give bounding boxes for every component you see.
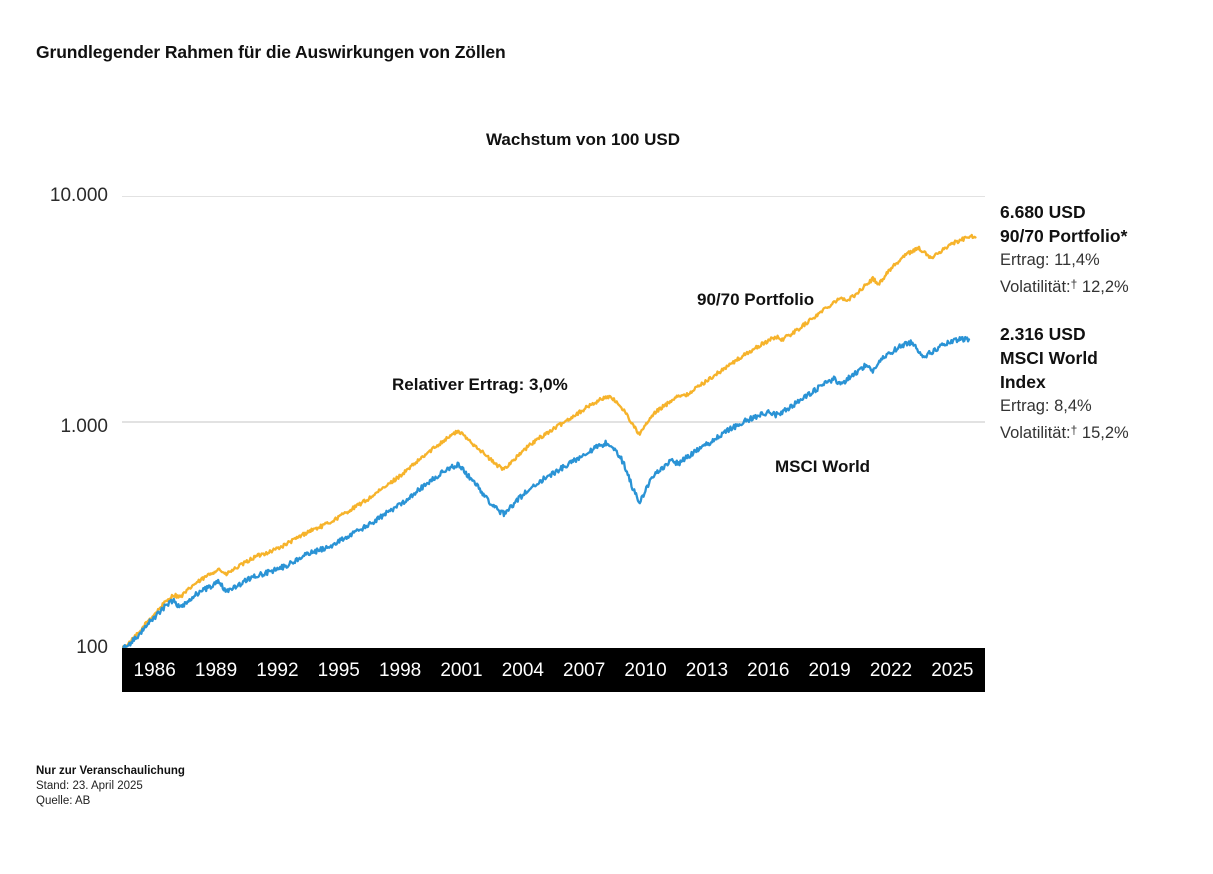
series-label-portfolio: 90/70 Portfolio: [697, 290, 815, 309]
dagger-icon: †: [1070, 277, 1078, 291]
callout-portfolio-volatility-value: 12,2%: [1081, 278, 1129, 296]
callout-msci-volatility-label: Volatilität:: [1000, 424, 1071, 442]
x-axis-tick-label: 2019: [808, 659, 851, 681]
footnote-source: Quelle: AB: [36, 795, 91, 807]
y-axis-tick-label: 100: [76, 637, 108, 658]
callout-msci-return: Ertrag: 8,4%: [1000, 397, 1092, 415]
callout-portfolio: 6.680 USD 90/70 Portfolio* Ertrag: 11,4%…: [1000, 200, 1212, 299]
callout-portfolio-volatility-label: Volatilität:: [1000, 278, 1071, 296]
chart-plot-area: [122, 196, 985, 648]
x-axis-tick-label: 1995: [317, 659, 360, 681]
gridlines: [122, 196, 985, 423]
series-lines: [122, 233, 977, 648]
x-axis-tick-label: 2013: [685, 659, 729, 681]
x-axis-band: 1986 1989 1992 1995 1998 2001 2004 2007 2010 2013…: [122, 648, 985, 692]
callout-msci-name-line1: MSCI World: [1000, 348, 1098, 368]
callout-portfolio-value: 6.680 USD: [1000, 202, 1086, 222]
callout-msci-value: 2.316 USD: [1000, 324, 1086, 344]
callout-msci: 2.316 USD MSCI World Index Ertrag: 8,4% …: [1000, 322, 1212, 445]
series-label-msci: MSCI World: [775, 457, 871, 476]
x-axis-tick-label: 1986: [133, 659, 176, 681]
x-axis-tick-label: 1992: [256, 659, 299, 681]
series-line-msci: [122, 335, 971, 648]
dagger-icon: †: [1070, 423, 1078, 437]
chart-canvas: [122, 196, 985, 648]
footnote-disclaimer: Nur zur Veranschaulichung: [36, 765, 185, 777]
x-axis-tick-label: 2022: [869, 659, 913, 681]
series-line-portfolio: [122, 233, 977, 648]
x-axis-tick-label: 1998: [378, 659, 422, 681]
callout-msci-volatility: Volatilität:† 15,2%: [1000, 418, 1212, 445]
y-axis-tick-label: 1.000: [60, 416, 108, 437]
x-axis-tick-label: 2004: [501, 659, 544, 681]
page-title: Grundlegender Rahmen für die Auswirkunge…: [36, 42, 506, 62]
callout-portfolio-volatility: Volatilität:† 12,2%: [1000, 272, 1212, 299]
x-axis-tick-label: 1989: [194, 659, 238, 681]
callout-msci-name-line2: Index: [1000, 372, 1046, 392]
x-axis-tick-label: 2025: [931, 659, 974, 681]
footnotes: Nur zur Veranschaulichung Stand: 23. Apr…: [36, 764, 185, 809]
footnote-as-of: Stand: 23. April 2025: [36, 780, 143, 792]
x-axis-tick-label: 2010: [624, 659, 667, 681]
x-axis-tick-label: 2001: [440, 659, 483, 681]
x-axis-tick-label: 2007: [563, 659, 606, 681]
y-axis-tick-label: 10.000: [49, 185, 108, 206]
callout-portfolio-return: Ertrag: 11,4%: [1000, 251, 1100, 269]
chart-subtitle: Wachstum von 100 USD: [486, 130, 680, 149]
x-axis-tick-label: 2016: [747, 659, 790, 681]
callout-msci-volatility-value: 15,2%: [1081, 424, 1129, 442]
annotation-relative-return: Relativer Ertrag: 3,0%: [392, 375, 568, 394]
callout-portfolio-name: 90/70 Portfolio*: [1000, 226, 1128, 246]
